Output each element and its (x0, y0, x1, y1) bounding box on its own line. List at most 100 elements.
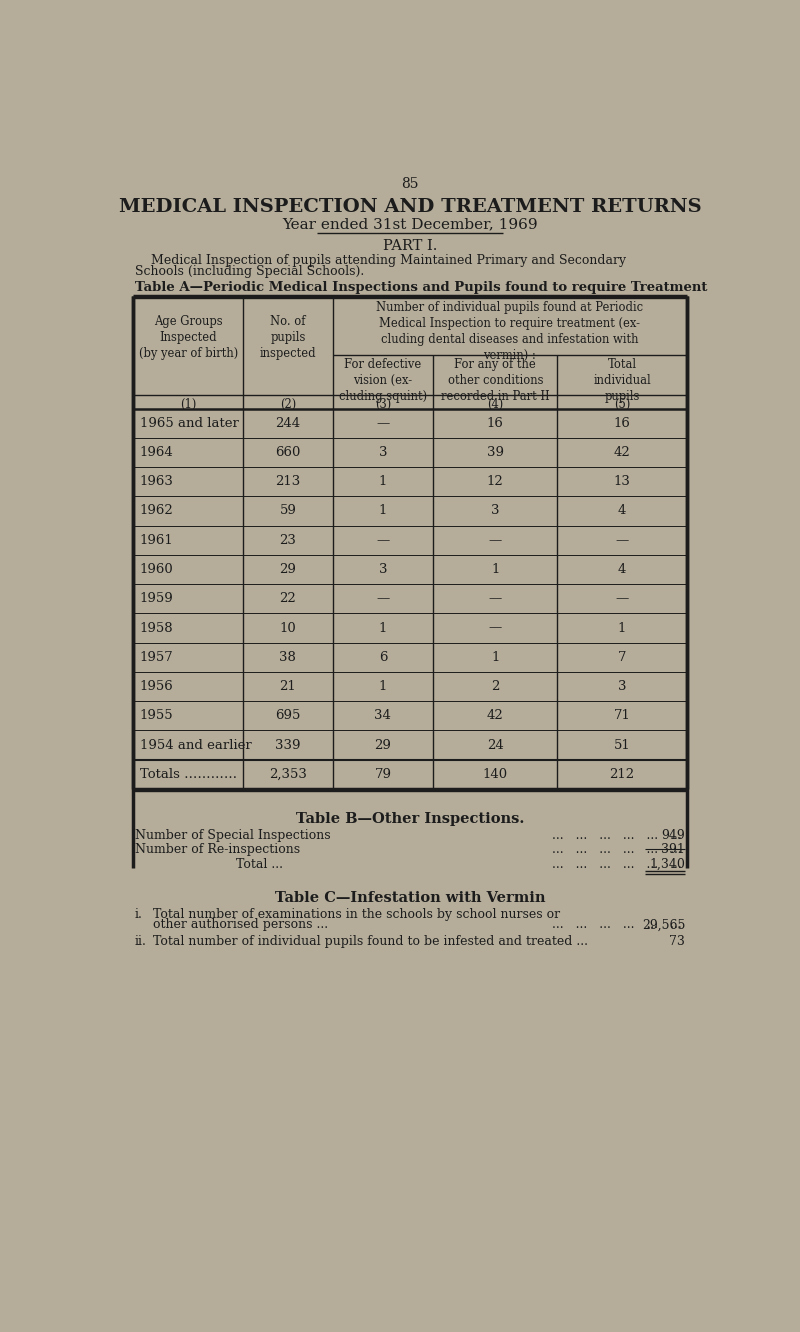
Text: 1959: 1959 (139, 593, 174, 605)
Text: 949: 949 (662, 829, 685, 842)
Text: 1: 1 (491, 563, 499, 575)
Text: Schools (including Special Schools).: Schools (including Special Schools). (135, 265, 364, 278)
Text: 3: 3 (378, 446, 387, 460)
Text: —: — (376, 417, 390, 430)
Text: ...   ...   ...   ...   ...   ...: ... ... ... ... ... ... (539, 918, 682, 931)
Text: i.: i. (135, 907, 142, 920)
Text: 2,353: 2,353 (269, 767, 307, 781)
Text: ...   ...   ...   ...   ...   ...: ... ... ... ... ... ... (539, 843, 682, 856)
Text: 1: 1 (618, 622, 626, 634)
Text: 23: 23 (279, 534, 296, 546)
Text: 12: 12 (487, 476, 504, 489)
Text: 3: 3 (618, 681, 626, 693)
Text: 16: 16 (487, 417, 504, 430)
Text: 1958: 1958 (139, 622, 173, 634)
Text: Number of individual pupils found at Periodic
Medical Inspection to require trea: Number of individual pupils found at Per… (376, 301, 643, 362)
Text: 51: 51 (614, 738, 630, 751)
Text: No. of
pupils
inspected: No. of pupils inspected (260, 316, 316, 360)
Text: 42: 42 (614, 446, 630, 460)
Text: 4: 4 (618, 563, 626, 575)
Text: Table C—Infestation with Vermin: Table C—Infestation with Vermin (274, 891, 546, 904)
Text: 29: 29 (279, 563, 296, 575)
Text: Age Groups
Inspected
(by year of birth): Age Groups Inspected (by year of birth) (138, 316, 238, 360)
Text: 79: 79 (374, 767, 391, 781)
Text: 16: 16 (614, 417, 630, 430)
Text: Total number of examinations in the schools by school nurses or: Total number of examinations in the scho… (153, 907, 560, 920)
Text: Number of Special Inspections: Number of Special Inspections (135, 829, 330, 842)
Text: 1957: 1957 (139, 651, 174, 663)
Text: 695: 695 (275, 709, 301, 722)
Text: Year ended 31st December, 1969: Year ended 31st December, 1969 (282, 217, 538, 230)
Text: Table A—Periodic Medical Inspections and Pupils found to require Treatment: Table A—Periodic Medical Inspections and… (135, 281, 707, 294)
Text: —: — (489, 534, 502, 546)
Text: 6: 6 (378, 651, 387, 663)
Text: (5): (5) (614, 398, 630, 410)
Text: Number of Re-inspections: Number of Re-inspections (135, 843, 300, 856)
Text: Medical Inspection of pupils attending Maintained Primary and Secondary: Medical Inspection of pupils attending M… (135, 254, 626, 266)
Text: 212: 212 (610, 767, 634, 781)
Text: 1963: 1963 (139, 476, 174, 489)
Text: PART I.: PART I. (383, 240, 437, 253)
Text: 7: 7 (618, 651, 626, 663)
Text: 38: 38 (279, 651, 296, 663)
Text: 1: 1 (378, 476, 387, 489)
Text: For any of the
other conditions
recorded in Part II: For any of the other conditions recorded… (441, 358, 550, 402)
Text: 22: 22 (279, 593, 296, 605)
Text: Total number of individual pupils found to be infested and treated ...: Total number of individual pupils found … (153, 935, 588, 948)
Text: 71: 71 (614, 709, 630, 722)
Text: (3): (3) (374, 398, 391, 410)
Text: 2: 2 (491, 681, 499, 693)
Text: 21: 21 (279, 681, 296, 693)
Text: 1960: 1960 (139, 563, 174, 575)
Text: 1964: 1964 (139, 446, 174, 460)
Text: 660: 660 (275, 446, 301, 460)
Text: Totals …………: Totals ………… (139, 767, 237, 781)
Text: 29: 29 (374, 738, 391, 751)
Text: 1954 and earlier: 1954 and earlier (139, 738, 251, 751)
Text: 1: 1 (378, 622, 387, 634)
Text: 1: 1 (491, 651, 499, 663)
Text: other authorised persons ...: other authorised persons ... (153, 918, 328, 931)
Text: ...   ...   ...   ...   ...   ...: ... ... ... ... ... ... (539, 829, 682, 842)
Text: —: — (489, 593, 502, 605)
Text: 1961: 1961 (139, 534, 174, 546)
Text: 85: 85 (402, 177, 418, 190)
Text: ii.: ii. (135, 935, 146, 948)
Text: —: — (376, 593, 390, 605)
Text: 339: 339 (275, 738, 301, 751)
Text: 24: 24 (487, 738, 504, 751)
Text: 1955: 1955 (139, 709, 173, 722)
Text: —: — (615, 534, 629, 546)
Text: 1,340: 1,340 (650, 858, 685, 871)
Text: 1956: 1956 (139, 681, 174, 693)
Text: 1965 and later: 1965 and later (139, 417, 238, 430)
Text: —: — (376, 534, 390, 546)
Text: 13: 13 (614, 476, 630, 489)
Text: Total ...: Total ... (236, 858, 282, 871)
Text: Table B—Other Inspections.: Table B—Other Inspections. (296, 813, 524, 826)
Text: (4): (4) (487, 398, 503, 410)
Text: 59: 59 (279, 505, 296, 517)
Text: 4: 4 (618, 505, 626, 517)
Text: 1: 1 (378, 505, 387, 517)
Text: 29,565: 29,565 (642, 918, 685, 931)
Text: (2): (2) (280, 398, 296, 410)
Text: 244: 244 (275, 417, 301, 430)
Text: 73: 73 (670, 935, 685, 948)
Text: ...   ...   ...   ...   ...   ...: ... ... ... ... ... ... (539, 858, 682, 871)
Text: 140: 140 (482, 767, 508, 781)
Text: 391: 391 (662, 843, 685, 856)
Text: MEDICAL INSPECTION AND TREATMENT RETURNS: MEDICAL INSPECTION AND TREATMENT RETURNS (118, 198, 702, 216)
Text: Total
individual
pupils: Total individual pupils (593, 358, 651, 402)
Text: 10: 10 (279, 622, 296, 634)
Text: 1962: 1962 (139, 505, 174, 517)
Text: 39: 39 (486, 446, 504, 460)
Text: 213: 213 (275, 476, 301, 489)
Text: 3: 3 (491, 505, 499, 517)
Text: 34: 34 (374, 709, 391, 722)
Text: 1: 1 (378, 681, 387, 693)
Text: (1): (1) (180, 398, 197, 410)
Text: For defective
vision (ex-
cluding squint): For defective vision (ex- cluding squint… (339, 358, 427, 402)
Text: 3: 3 (378, 563, 387, 575)
Text: —: — (615, 593, 629, 605)
